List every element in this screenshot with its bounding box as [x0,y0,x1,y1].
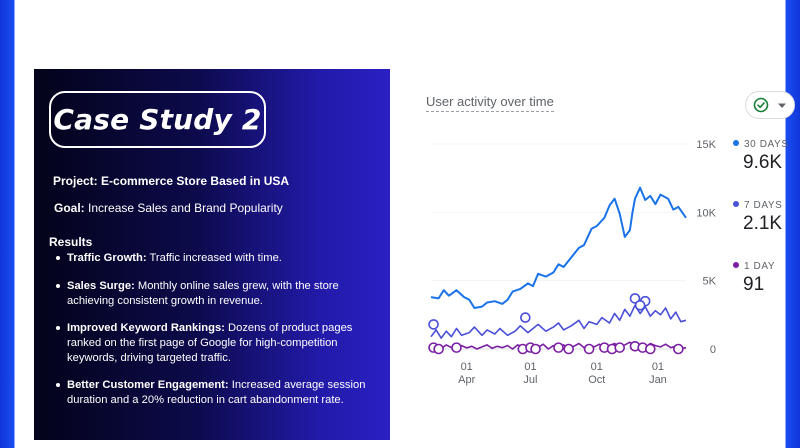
compare-dropdown-button[interactable] [745,91,795,119]
project-label: Project: [53,174,98,188]
x-tick-day-label: 01 [591,361,603,373]
result-item-traffic-growth: Traffic Growth: Traffic increased with t… [56,251,382,266]
legend-value-1-day: 91 [743,274,765,295]
x-tick-day-label: 01 [652,361,664,373]
goal-value: Increase Sales and Brand Popularity [88,201,283,215]
annotation-marker [553,342,564,353]
annotation-marker [583,343,595,355]
case-study-title-box: Case Study 2 [49,91,266,148]
legend-label-30-days: 30 DAYS [733,139,789,150]
legend-dot-7-days [733,201,739,207]
result-text: Increased average session duration and a… [67,379,366,406]
case-study-title: Case Study 2 [53,103,262,136]
legend-value-7-days: 2.1K [743,213,783,234]
result-text: Dozens of product pages ranked on the fi… [67,322,353,364]
result-item-sales-surge: Sales Surge: Monthly online sales grew, … [56,279,382,309]
chevron-down-icon [778,103,786,108]
legend-label-text: 1 DAY [744,261,776,272]
goal-label: Goal: [54,201,85,215]
result-label: Better Customer Engagement: [67,379,229,391]
legend-dot-30-days [733,140,739,146]
result-label: Sales Surge: [67,280,135,292]
series-line-30-days [430,186,687,309]
results-list: Traffic Growth: Traffic increased with t… [56,251,382,408]
chart-title[interactable]: User activity over time [426,94,554,112]
legend-label-text: 7 DAYS [744,200,783,211]
series-line-7-days [430,304,687,339]
x-tick-month-label: Apr [458,374,475,386]
case-study-panel: Case Study 2 Project: E-commerce Store B… [34,69,390,440]
legend-label-text: 30 DAYS [744,139,789,150]
annotation-marker [634,299,646,311]
annotation-marker [673,343,684,355]
x-tick-day-label: 01 [524,361,536,373]
annotation-marker [644,343,656,355]
legend-label-7-days: 7 DAYS [733,200,782,211]
result-item-customer-engagement: Better Customer Engagement: Increased av… [56,378,382,408]
legend-dot-1-day [733,262,739,268]
goal-line: Goal: Increase Sales and Brand Popularit… [54,201,283,215]
result-label: Improved Keyword Rankings: [67,322,225,334]
x-tick-month-label: Oct [588,374,605,386]
result-text: Traffic increased with time. [149,252,282,264]
x-tick-month-label: Jan [649,374,667,386]
annotation-marker [433,343,444,355]
y-tick-label: 0 [710,344,716,356]
project-line: Project: E-commerce Store Based in USA [53,174,289,188]
annotation-marker [428,319,439,330]
result-label: Traffic Growth: [67,252,147,264]
annotation-marker [629,293,641,304]
x-tick-month-label: Jul [523,374,537,386]
legend-value-30-days: 9.6K [743,152,783,173]
annotation-marker [530,343,541,355]
y-tick-label: 5K [703,276,717,288]
annotation-marker [451,342,462,353]
check-circle-icon [753,97,769,113]
annotation-marker [520,312,531,323]
annotation-marker [614,342,626,353]
y-tick-label: 15K [696,139,716,151]
x-tick-day-label: 01 [461,361,473,373]
result-text: Monthly online sales grew, with the stor… [67,280,339,307]
result-item-keyword-rankings: Improved Keyword Rankings: Dozens of pro… [56,321,382,366]
results-heading: Results [49,235,93,249]
legend-label-1-day: 1 DAY [733,261,775,272]
annotation-marker [563,343,575,355]
y-tick-label: 10K [696,207,716,219]
project-value: E-commerce Store Based in USA [101,174,290,188]
